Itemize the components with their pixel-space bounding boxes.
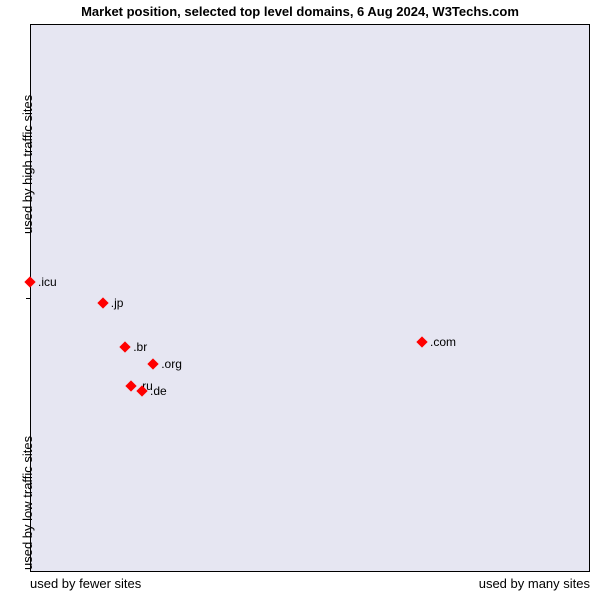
x-axis-label-many-sites: used by many sites [479, 576, 590, 591]
data-point-label-org: .org [161, 357, 182, 371]
chart-title: Market position, selected top level doma… [0, 4, 600, 19]
data-point-label-com: .com [430, 335, 456, 349]
market-position-chart: Market position, selected top level doma… [0, 0, 600, 600]
y-axis-label-low-traffic: used by low traffic sites [20, 436, 35, 570]
y-axis-label-high-traffic: used by high traffic sites [20, 95, 35, 234]
y-axis-midtick [26, 298, 30, 299]
x-axis-label-fewer-sites: used by fewer sites [30, 576, 141, 591]
data-point-label-icu: .icu [38, 275, 57, 289]
data-point-label-de: .de [150, 384, 167, 398]
data-point-label-jp: .jp [111, 296, 124, 310]
data-point-label-br: .br [133, 340, 147, 354]
